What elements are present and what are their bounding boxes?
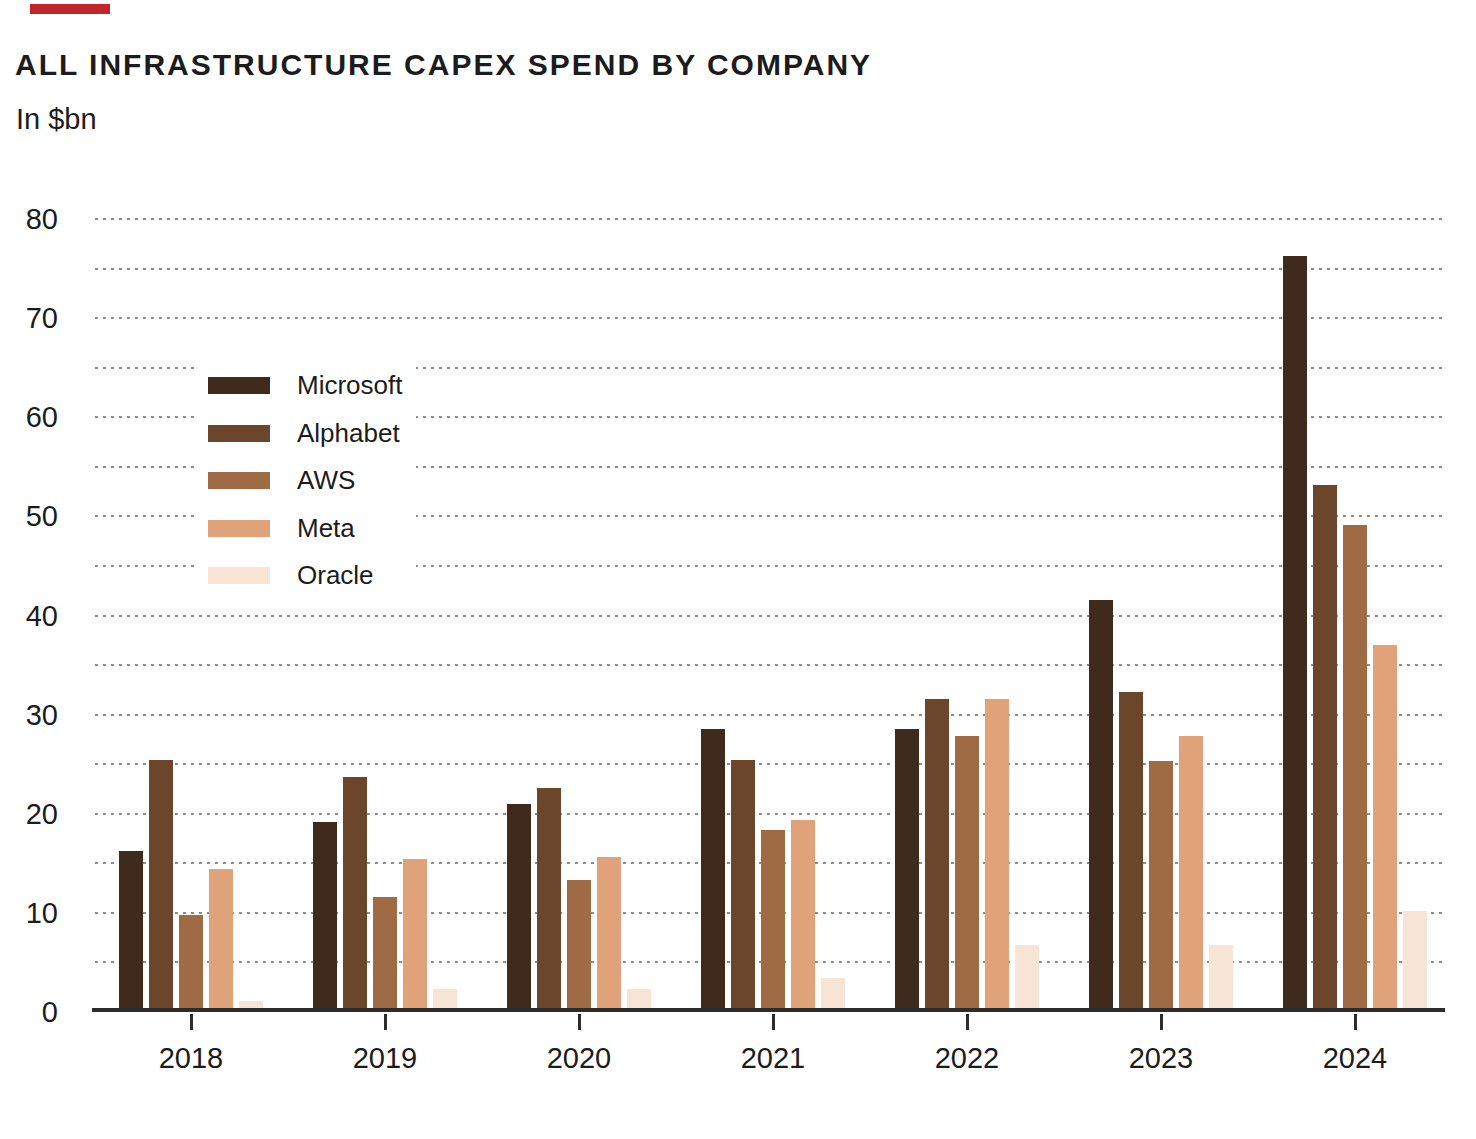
x-axis-label-2020: 2020 bbox=[509, 1042, 649, 1075]
x-axis-tick-2021 bbox=[772, 1014, 775, 1030]
y-axis-label-30: 30 bbox=[0, 699, 58, 731]
bar-2024-aws bbox=[1343, 525, 1367, 1010]
y-axis-label-80: 80 bbox=[0, 203, 58, 235]
chart-subtitle: In $bn bbox=[16, 103, 97, 136]
y-axis-label-20: 20 bbox=[0, 798, 58, 830]
legend-swatch-microsoft bbox=[208, 377, 270, 394]
chart-canvas: ALL INFRASTRUCTURE CAPEX SPEND BY COMPAN… bbox=[0, 0, 1476, 1139]
x-axis-tick-2020 bbox=[578, 1014, 581, 1030]
bar-2024-alphabet bbox=[1313, 485, 1337, 1010]
legend-label-aws: AWS bbox=[297, 465, 355, 496]
bar-2020-microsoft bbox=[507, 804, 531, 1010]
bar-2023-alphabet bbox=[1119, 692, 1143, 1010]
bar-2021-alphabet bbox=[731, 760, 755, 1010]
x-axis-tick-2022 bbox=[966, 1014, 969, 1030]
bar-2018-aws bbox=[179, 915, 203, 1010]
bar-2018-microsoft bbox=[119, 851, 143, 1010]
legend-row-oracle: Oracle bbox=[208, 552, 402, 600]
y-axis: 01020304050607080 bbox=[0, 192, 58, 1012]
legend-row-microsoft: Microsoft bbox=[208, 362, 402, 410]
bar-2023-aws bbox=[1149, 761, 1173, 1010]
x-axis-label-2023: 2023 bbox=[1091, 1042, 1231, 1075]
bar-2019-meta bbox=[403, 859, 427, 1010]
bar-2018-alphabet bbox=[149, 760, 173, 1010]
gridline-80 bbox=[95, 218, 1445, 220]
gridline-20 bbox=[95, 813, 1445, 815]
y-axis-label-40: 40 bbox=[0, 600, 58, 632]
chart-title: ALL INFRASTRUCTURE CAPEX SPEND BY COMPAN… bbox=[15, 48, 872, 82]
bar-2019-oracle bbox=[433, 989, 457, 1010]
bar-2020-meta bbox=[597, 857, 621, 1010]
bar-2024-meta bbox=[1373, 645, 1397, 1010]
legend-row-alphabet: Alphabet bbox=[208, 410, 402, 458]
y-axis-label-0: 0 bbox=[0, 996, 58, 1028]
accent-bar bbox=[30, 4, 110, 14]
bar-2022-aws bbox=[955, 736, 979, 1010]
x-axis-label-2019: 2019 bbox=[315, 1042, 455, 1075]
x-axis-label-2022: 2022 bbox=[897, 1042, 1037, 1075]
gridline-75 bbox=[95, 268, 1445, 270]
x-axis-tick-2023 bbox=[1160, 1014, 1163, 1030]
y-axis-label-50: 50 bbox=[0, 500, 58, 532]
bar-2021-microsoft bbox=[701, 729, 725, 1011]
bar-2023-microsoft bbox=[1089, 600, 1113, 1010]
bar-2023-oracle bbox=[1209, 945, 1233, 1010]
bar-2020-oracle bbox=[627, 989, 651, 1010]
legend-swatch-oracle bbox=[208, 567, 270, 584]
legend-row-aws: AWS bbox=[208, 457, 402, 505]
bar-2021-oracle bbox=[821, 978, 845, 1010]
bar-2018-meta bbox=[209, 869, 233, 1010]
x-axis-label-2021: 2021 bbox=[703, 1042, 843, 1075]
legend-swatch-meta bbox=[208, 520, 270, 537]
bar-2019-alphabet bbox=[343, 777, 367, 1010]
bar-2024-oracle bbox=[1403, 911, 1427, 1010]
x-axis-label-2024: 2024 bbox=[1285, 1042, 1425, 1075]
bar-2020-alphabet bbox=[537, 788, 561, 1010]
gridline-70 bbox=[95, 317, 1445, 319]
y-axis-label-70: 70 bbox=[0, 302, 58, 334]
bar-2021-aws bbox=[761, 830, 785, 1010]
bar-2022-meta bbox=[985, 699, 1009, 1010]
bar-2019-microsoft bbox=[313, 822, 337, 1010]
y-axis-label-60: 60 bbox=[0, 401, 58, 433]
legend: Microsoft Alphabet AWS Meta Oracle bbox=[198, 358, 416, 604]
x-axis-tick-2019 bbox=[384, 1014, 387, 1030]
y-axis-label-10: 10 bbox=[0, 897, 58, 929]
x-axis-tick-2018 bbox=[190, 1014, 193, 1030]
legend-label-meta: Meta bbox=[297, 513, 355, 544]
bar-2022-microsoft bbox=[895, 729, 919, 1011]
bar-2024-microsoft bbox=[1283, 256, 1307, 1010]
legend-swatch-alphabet bbox=[208, 425, 270, 442]
legend-label-microsoft: Microsoft bbox=[297, 370, 402, 401]
bar-2021-meta bbox=[791, 820, 815, 1010]
legend-swatch-aws bbox=[208, 472, 270, 489]
gridline-30 bbox=[95, 714, 1445, 716]
gridline-40 bbox=[95, 615, 1445, 617]
bar-2022-alphabet bbox=[925, 699, 949, 1010]
gridline-25 bbox=[95, 763, 1445, 765]
x-axis-tick-2024 bbox=[1354, 1014, 1357, 1030]
legend-row-meta: Meta bbox=[208, 505, 402, 553]
bar-2023-meta bbox=[1179, 736, 1203, 1010]
x-axis-baseline bbox=[92, 1008, 1445, 1012]
gridline-35 bbox=[95, 664, 1445, 666]
legend-label-oracle: Oracle bbox=[297, 560, 374, 591]
legend-label-alphabet: Alphabet bbox=[297, 418, 400, 449]
bar-2019-aws bbox=[373, 897, 397, 1010]
bar-2020-aws bbox=[567, 880, 591, 1010]
x-axis-label-2018: 2018 bbox=[121, 1042, 261, 1075]
bar-2022-oracle bbox=[1015, 945, 1039, 1010]
